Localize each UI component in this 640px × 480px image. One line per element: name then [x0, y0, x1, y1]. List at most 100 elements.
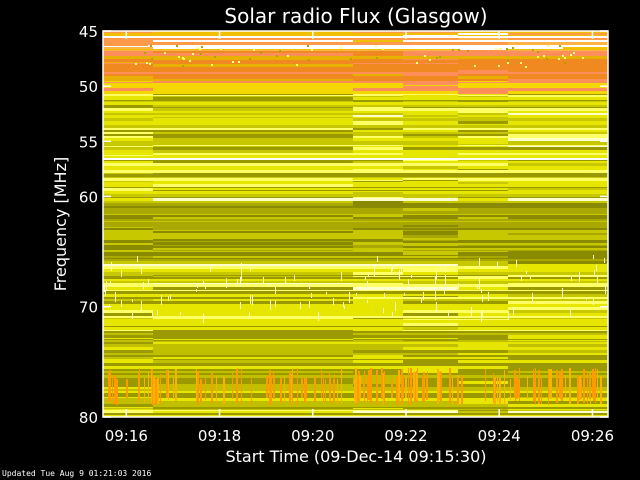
spectrogram-band: [353, 118, 403, 121]
spectrogram-band: [103, 371, 153, 373]
spectrogram-band: [103, 51, 153, 53]
spectrogram-band: [508, 173, 608, 174]
spectrogram-band: [508, 408, 608, 409]
spectrogram-band: [508, 310, 608, 313]
speckle: [150, 45, 152, 47]
spectrogram-band: [508, 51, 608, 53]
spectrogram-band: [458, 153, 508, 155]
spectrogram-band: [353, 320, 403, 323]
spectrogram-band: [508, 225, 608, 227]
spectrogram-band: [103, 230, 153, 231]
speckle: [377, 256, 378, 262]
spectrogram-band: [458, 269, 508, 272]
spectrogram-band: [458, 411, 508, 413]
spectrogram-band: [403, 169, 458, 170]
speckle: [439, 56, 441, 58]
spectrogram-band: [403, 97, 458, 100]
spectrogram-band: [103, 342, 153, 344]
speckle: [211, 64, 213, 66]
spectrogram-band: [508, 327, 608, 330]
spectrogram-band: [508, 281, 608, 283]
spectrogram-band: [508, 222, 608, 225]
spectrogram-band: [508, 355, 608, 357]
speckle: [309, 301, 310, 308]
burst-streak: [527, 376, 528, 399]
spectrogram-band: [153, 320, 353, 323]
speckle: [571, 277, 572, 281]
burst-streak: [384, 371, 385, 405]
spectrogram-band: [403, 138, 458, 141]
speckle: [152, 313, 153, 317]
spectrogram-band: [508, 291, 608, 294]
spectrogram-band: [458, 283, 508, 284]
spectrogram-band: [403, 192, 458, 194]
spectrogram-band: [153, 155, 353, 156]
spectrogram-band: [403, 276, 458, 277]
spectrogram-band: [403, 124, 458, 125]
speckle: [201, 46, 203, 48]
spectrogram-band: [508, 206, 608, 207]
spectrogram-band: [103, 134, 153, 136]
speckle: [249, 312, 250, 319]
speckle: [180, 312, 181, 315]
spectrogram-band: [103, 67, 153, 70]
spectrogram-band: [458, 208, 508, 211]
spectrogram-band: [103, 138, 153, 141]
spectrogram-band: [508, 415, 608, 417]
burst-streak: [548, 373, 549, 405]
spectrogram-band: [353, 161, 403, 163]
spectrogram-band: [153, 56, 353, 58]
spectrogram-band: [508, 95, 608, 96]
burst-streak: [116, 379, 118, 405]
burst-streak: [139, 368, 140, 403]
spectrogram-band: [403, 248, 458, 250]
speckle: [151, 58, 153, 60]
spectrogram-band: [353, 307, 403, 310]
speckle: [424, 55, 426, 57]
spectrogram-band: [403, 163, 458, 166]
spectrogram-band: [458, 174, 508, 177]
spectrogram-band: [153, 290, 353, 291]
spectrogram-band: [458, 239, 508, 240]
spectrogram-band: [508, 256, 608, 258]
spectrogram-band: [458, 250, 508, 251]
burst-streak: [561, 369, 563, 401]
spectrogram-band: [103, 31, 153, 33]
spectrogram-band: [353, 138, 403, 141]
spectrogram-band: [103, 40, 153, 42]
spectrogram-band: [103, 188, 153, 190]
spectrogram-band: [153, 124, 353, 125]
speckle: [270, 300, 271, 310]
speckle: [240, 277, 241, 287]
spectrogram-band: [458, 333, 508, 335]
spectrogram-band: [103, 207, 153, 208]
spectrogram-band: [508, 211, 608, 214]
spectrogram-band: [458, 304, 508, 307]
speckle: [597, 275, 598, 284]
spectrogram-band: [353, 316, 403, 318]
spectrogram-band: [103, 290, 153, 291]
spectrogram-band: [353, 50, 403, 51]
burst-streak: [592, 369, 594, 398]
spectrogram-band: [153, 375, 353, 378]
spectrogram-band: [508, 342, 608, 344]
burst-streak: [457, 377, 459, 404]
spectrogram-band: [403, 94, 458, 95]
speckle: [214, 56, 216, 58]
spectrogram-band: [508, 276, 608, 277]
spectrogram-band: [153, 335, 353, 338]
spectrogram-band: [403, 340, 458, 341]
burst-streak: [330, 377, 331, 403]
spectrogram-band: [153, 211, 353, 214]
spectrogram-band: [153, 243, 353, 245]
burst-streak: [396, 376, 398, 405]
spectrogram-band: [403, 319, 458, 320]
spectrogram-band: [103, 33, 153, 35]
spectrogram-band: [153, 407, 353, 408]
spectrogram-band: [153, 413, 353, 415]
spectrogram-band: [153, 230, 353, 231]
spectrogram-band: [153, 208, 353, 211]
spectrogram-band: [103, 266, 153, 269]
spectrogram-band: [353, 117, 403, 118]
burst-streak: [112, 376, 113, 404]
